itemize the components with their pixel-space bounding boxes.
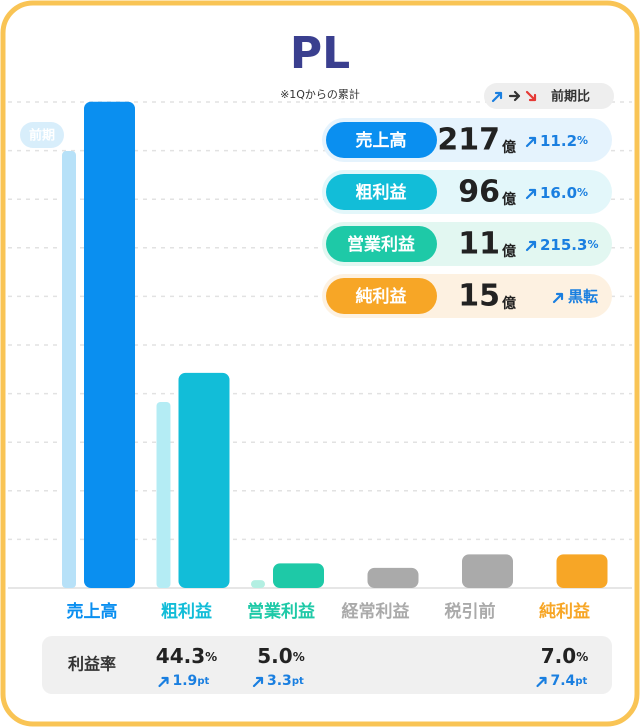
chart-title: PL bbox=[290, 28, 350, 79]
summary-change: 黒転 bbox=[568, 288, 598, 306]
arrow-icon bbox=[491, 91, 503, 103]
margin-change-unit: pt bbox=[197, 676, 209, 687]
summary-pill bbox=[326, 122, 437, 158]
arrow-icon bbox=[252, 676, 264, 688]
summary-pill bbox=[326, 174, 437, 210]
margin-value: 5.0% bbox=[257, 644, 304, 668]
margin-change-number: 3.3 bbox=[267, 673, 292, 689]
change-unit: % bbox=[577, 134, 588, 147]
bar bbox=[367, 567, 419, 588]
x-tick-label: 純利益 bbox=[539, 601, 590, 622]
summary-name: 営業利益 bbox=[347, 234, 415, 255]
margin-change-unit: pt bbox=[292, 676, 304, 687]
arrow-icon bbox=[508, 90, 521, 102]
arrow-icon bbox=[525, 240, 537, 252]
change-number: 215.3 bbox=[540, 236, 587, 254]
margin-change: 7.4pt bbox=[551, 673, 588, 689]
arrow-icon bbox=[536, 676, 547, 688]
margin-label: 利益率 bbox=[68, 655, 116, 674]
margin-change-number: 1.9 bbox=[173, 673, 198, 689]
summary-value: 15 bbox=[458, 279, 500, 314]
margin-number: 44.3 bbox=[156, 644, 205, 668]
margin-unit: % bbox=[205, 650, 217, 664]
x-tick-label: 税引前 bbox=[445, 601, 496, 622]
summary-change: 16.0% bbox=[540, 184, 588, 202]
x-tick-label: 粗利益 bbox=[161, 601, 212, 622]
arrow-icon bbox=[525, 136, 537, 148]
margin-unit: % bbox=[576, 650, 588, 664]
margin-change-number: 7.4 bbox=[551, 673, 576, 689]
summary-unit: 億 bbox=[502, 191, 516, 208]
summary-change: 11.2% bbox=[540, 132, 588, 150]
change-number: 11.2 bbox=[540, 132, 577, 150]
change-legend bbox=[484, 83, 614, 109]
summary-value: 11 bbox=[458, 227, 500, 262]
previous-bar bbox=[251, 580, 265, 588]
summary-name: 粗利益 bbox=[356, 182, 407, 203]
summary-name: 純利益 bbox=[356, 286, 407, 307]
summary-unit: 億 bbox=[502, 139, 516, 156]
margin-value: 7.0% bbox=[541, 644, 588, 668]
x-tick-label: 経常利益 bbox=[342, 601, 410, 622]
previous-bar bbox=[62, 151, 76, 589]
margin-number: 7.0 bbox=[541, 644, 576, 668]
summary-value: 96 bbox=[458, 175, 500, 210]
summary-unit: 億 bbox=[502, 243, 516, 260]
x-tick-label: 売上高 bbox=[67, 601, 118, 622]
margin-change: 1.9pt bbox=[173, 673, 210, 689]
bar bbox=[273, 563, 324, 588]
x-tick-label: 営業利益 bbox=[247, 601, 315, 622]
change-unit: % bbox=[587, 238, 598, 251]
bar bbox=[84, 101, 135, 589]
summary-pill bbox=[326, 278, 437, 314]
bar bbox=[178, 372, 230, 588]
change-number: 16.0 bbox=[540, 184, 577, 202]
change-unit: % bbox=[577, 186, 588, 199]
legend-bubble bbox=[20, 122, 64, 148]
margin-number: 5.0 bbox=[257, 644, 292, 668]
margin-value: 44.3% bbox=[156, 644, 217, 668]
summary-pill bbox=[326, 226, 437, 262]
summary-change: 215.3% bbox=[540, 236, 598, 254]
summary-name: 売上高 bbox=[356, 130, 407, 151]
arrow-icon bbox=[525, 90, 537, 102]
bar bbox=[556, 554, 608, 588]
arrow-icon bbox=[158, 676, 169, 688]
summary-value: 217 bbox=[437, 123, 500, 158]
legend-label: 前期 bbox=[29, 128, 55, 144]
previous-bar bbox=[156, 402, 171, 588]
margin-change: 3.3pt bbox=[267, 673, 304, 689]
margin-change-unit: pt bbox=[575, 676, 587, 687]
margin-row bbox=[42, 636, 612, 694]
arrow-icon bbox=[552, 292, 564, 304]
arrow-icon bbox=[525, 188, 537, 200]
change-legend-label: 前期比 bbox=[551, 89, 590, 105]
chart-subtitle: ※1Qからの累計 bbox=[280, 87, 360, 101]
summary-unit: 億 bbox=[502, 295, 516, 312]
margin-unit: % bbox=[293, 650, 305, 664]
bar bbox=[462, 554, 513, 588]
